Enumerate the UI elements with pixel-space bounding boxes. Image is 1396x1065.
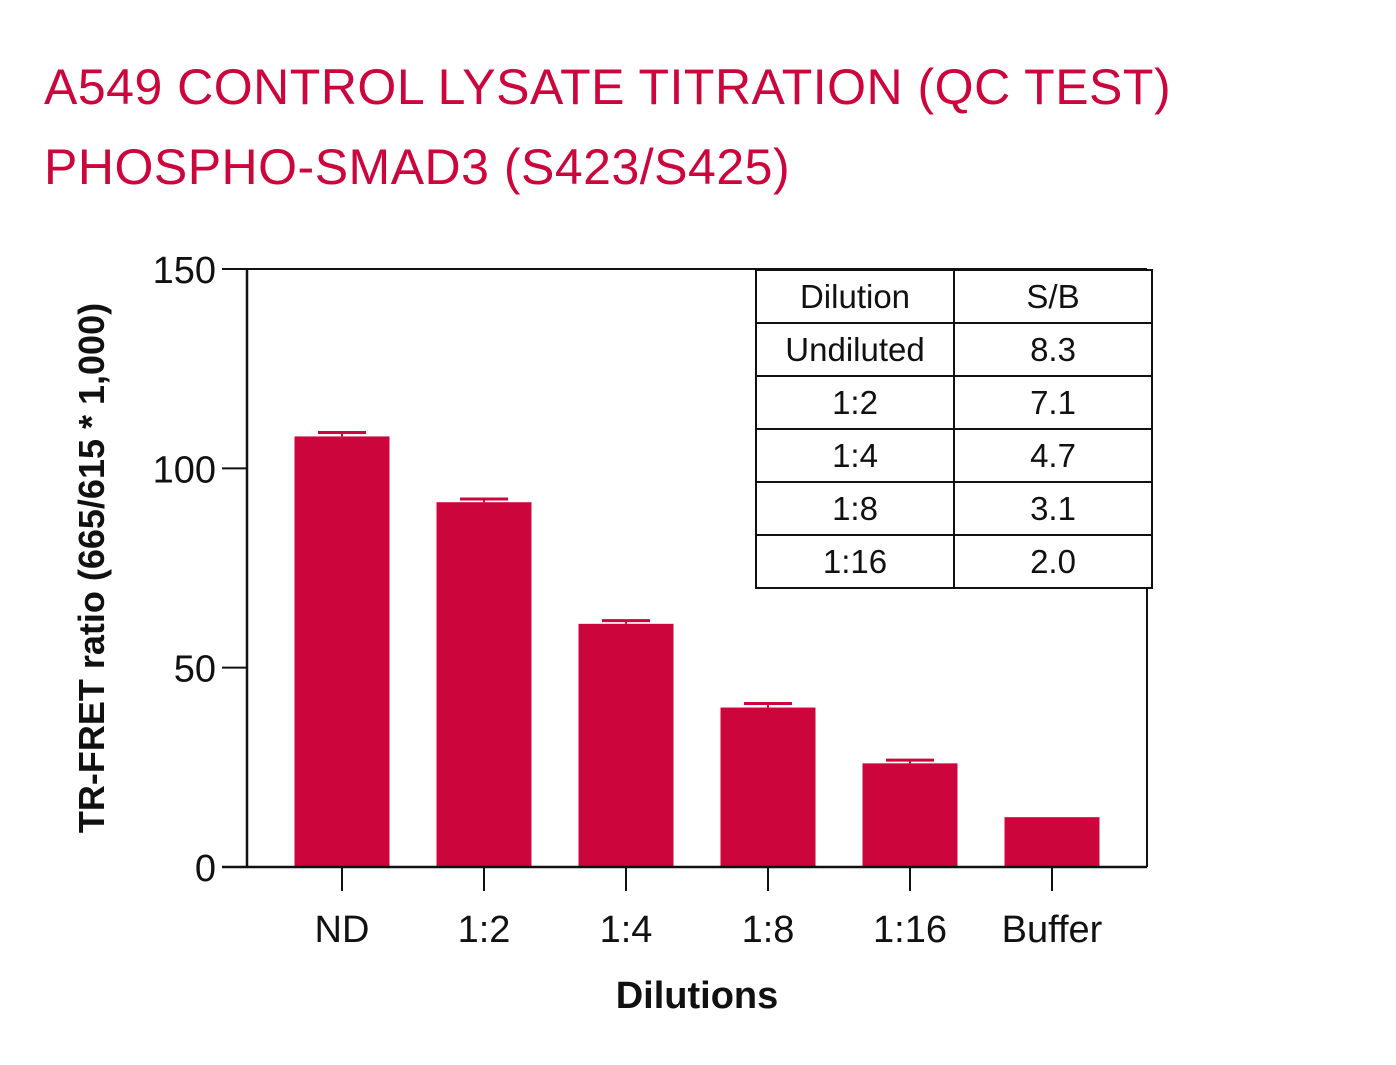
y-tick-label: 50 — [174, 649, 216, 691]
table-cell: 7.1 — [953, 375, 1153, 430]
bar-Buffer — [1004, 817, 1100, 867]
chart-title-line-2: PHOSPHO-SMAD3 (S423/S425) — [44, 139, 791, 195]
x-tick-label: 1:4 — [600, 909, 653, 951]
table-cell: 1:16 — [755, 534, 955, 589]
bar-1:16 — [862, 763, 958, 867]
table-header: Dilution — [755, 269, 955, 324]
sb-table: Dilution S/B Undiluted 8.3 1:2 7.1 1:4 4.7 … — [755, 269, 1153, 589]
table-cell: 2.0 — [953, 534, 1153, 589]
bar-1:8 — [720, 707, 816, 867]
bar-1:4 — [578, 623, 674, 867]
table-cell: 1:2 — [755, 375, 955, 430]
x-tick-label: ND — [315, 909, 370, 951]
table-row: Undiluted 8.3 — [755, 322, 1153, 377]
y-axis-label: TR-FRET ratio (665/615 * 1,000) — [71, 302, 112, 834]
x-tick-label: 1:2 — [458, 909, 511, 951]
bar-1:2 — [436, 502, 532, 867]
table-cell: 1:8 — [755, 481, 955, 536]
y-tick-label: 150 — [153, 250, 216, 292]
x-axis-label: Dilutions — [615, 975, 779, 1017]
table-cell: Undiluted — [755, 322, 955, 377]
x-tick-label: 1:8 — [742, 909, 795, 951]
table-row: 1:8 3.1 — [755, 481, 1153, 536]
table-row: 1:16 2.0 — [755, 534, 1153, 589]
x-tick-label: Buffer — [1002, 909, 1103, 951]
y-tick-label: 0 — [195, 848, 216, 890]
table-cell: 1:4 — [755, 428, 955, 483]
table-cell: 3.1 — [953, 481, 1153, 536]
table-header-row: Dilution S/B — [755, 269, 1153, 324]
chart-title-line-1: A549 CONTROL LYSATE TITRATION (QC TEST) — [44, 59, 1172, 115]
table-cell: 8.3 — [953, 322, 1153, 377]
table-cell: 4.7 — [953, 428, 1153, 483]
y-tick-label: 100 — [153, 449, 216, 491]
x-tick-label: 1:16 — [873, 909, 947, 951]
bar-ND — [294, 436, 390, 867]
table-row: 1:2 7.1 — [755, 375, 1153, 430]
table-row: 1:4 4.7 — [755, 428, 1153, 483]
table-header: S/B — [953, 269, 1153, 324]
